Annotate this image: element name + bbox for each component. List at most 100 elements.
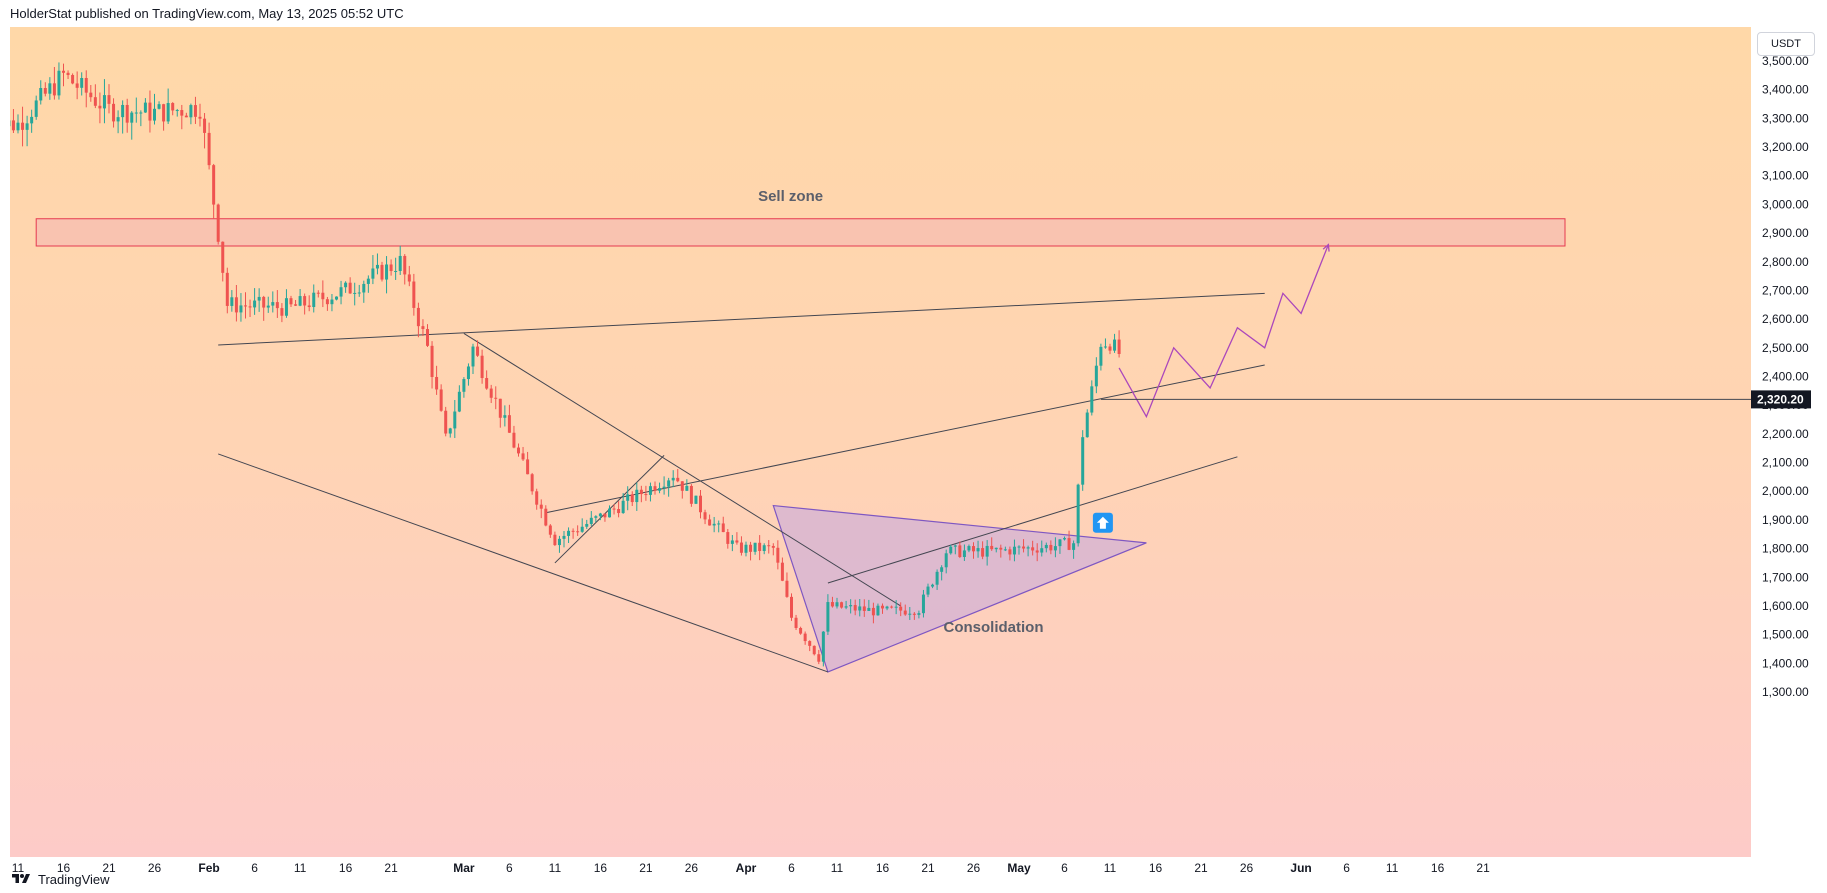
candle-body bbox=[585, 523, 589, 527]
candle-body bbox=[526, 459, 530, 475]
candle-body bbox=[198, 116, 202, 119]
candle-body bbox=[153, 108, 156, 121]
candle-body bbox=[530, 474, 534, 492]
candle-body bbox=[1099, 346, 1103, 366]
candle-body bbox=[826, 602, 830, 632]
candle-body bbox=[762, 545, 766, 551]
candle-body bbox=[30, 116, 34, 124]
price-axis[interactable]: 3,500.00 3,400.00 3,300.00 3,200.00 3,100.00… bbox=[1751, 27, 1827, 857]
candle-body bbox=[844, 606, 848, 608]
candle-body bbox=[435, 376, 439, 390]
price-tick-label: 3,100.00 bbox=[1762, 169, 1809, 183]
trendline bbox=[545, 364, 1265, 514]
candle-body bbox=[316, 292, 320, 294]
candle-body bbox=[849, 605, 853, 607]
candle-body bbox=[744, 544, 748, 553]
candle-body bbox=[325, 299, 329, 305]
candle-body bbox=[912, 613, 916, 615]
time-tick-label: 16 bbox=[1431, 861, 1445, 875]
candle-body bbox=[699, 495, 702, 513]
time-axis[interactable]: 11 16 21 26 Feb 6 11 16 21 Mar 6 11 16 21 26 Apr 6 11 16 21… bbox=[10, 857, 1751, 879]
time-tick-label: 16 bbox=[1149, 861, 1163, 875]
candle-body bbox=[985, 545, 989, 557]
candle-body bbox=[148, 102, 152, 121]
candle-body bbox=[1072, 543, 1076, 550]
candle-body bbox=[1040, 548, 1044, 553]
candle-body bbox=[1103, 346, 1107, 348]
candle-body bbox=[894, 606, 898, 608]
candle-body bbox=[321, 292, 325, 300]
candle-body bbox=[62, 70, 65, 73]
candle-body bbox=[972, 546, 975, 552]
candle-body bbox=[375, 264, 379, 269]
candle-body bbox=[221, 241, 225, 273]
candle-body bbox=[685, 485, 689, 491]
candle-body bbox=[803, 633, 807, 642]
candle-body bbox=[421, 326, 425, 330]
candle-body bbox=[189, 105, 193, 118]
candle-body bbox=[735, 540, 739, 543]
price-tick-label: 1,600.00 bbox=[1762, 599, 1809, 613]
candle-body bbox=[162, 104, 166, 122]
candle-body bbox=[471, 346, 475, 367]
time-tick-label: 21 bbox=[1194, 861, 1208, 875]
time-tick-label: 26 bbox=[148, 861, 162, 875]
price-tick-label: 2,500.00 bbox=[1762, 341, 1809, 355]
time-tick-label: 21 bbox=[1476, 861, 1490, 875]
candle-body bbox=[93, 97, 97, 106]
candle-body bbox=[312, 292, 316, 308]
candle-body bbox=[717, 523, 721, 525]
candle-body bbox=[426, 329, 429, 346]
candle-body bbox=[881, 605, 884, 609]
candle-body bbox=[921, 594, 925, 614]
footer[interactable]: TradingView bbox=[10, 866, 110, 892]
candle-body bbox=[767, 545, 771, 547]
candle-body bbox=[926, 586, 930, 595]
candle-body bbox=[517, 447, 520, 454]
candle-body bbox=[899, 606, 903, 611]
candle-body bbox=[43, 88, 47, 94]
candle-body bbox=[812, 645, 816, 655]
price-tick-label: 2,100.00 bbox=[1762, 456, 1809, 470]
candle-body bbox=[25, 123, 29, 130]
price-tick-label: 1,300.00 bbox=[1762, 685, 1809, 699]
candle-body bbox=[430, 345, 434, 377]
candle-body bbox=[294, 304, 298, 306]
candle-body bbox=[180, 110, 184, 116]
currency-label[interactable]: USDT bbox=[1757, 32, 1815, 56]
candle-body bbox=[949, 546, 953, 554]
time-tick-label: 16 bbox=[876, 861, 890, 875]
candle-body bbox=[398, 255, 402, 271]
time-tick-label: 21 bbox=[102, 861, 116, 875]
candle-body bbox=[480, 355, 484, 379]
candle-body bbox=[981, 548, 985, 557]
candle-body bbox=[11, 120, 15, 131]
price-tick-label: 2,400.00 bbox=[1762, 370, 1809, 384]
candle-body bbox=[835, 602, 839, 607]
candle-body bbox=[749, 544, 753, 552]
candle-body bbox=[80, 78, 84, 88]
candle-body bbox=[999, 547, 1003, 550]
arrow-up-glyph bbox=[1096, 516, 1109, 529]
candle-body bbox=[121, 104, 125, 118]
candle-body bbox=[184, 115, 188, 118]
candle-body bbox=[143, 102, 147, 113]
candle-body bbox=[712, 523, 716, 526]
candle-body bbox=[335, 296, 338, 300]
current-price-badge bbox=[1751, 390, 1811, 409]
price-chart[interactable]: Sell zone Consolidation bbox=[10, 27, 1751, 857]
candle-body bbox=[1076, 484, 1080, 544]
price-tick-label: 2,700.00 bbox=[1762, 283, 1809, 297]
candle-body bbox=[1008, 549, 1012, 555]
candle-body bbox=[362, 283, 366, 293]
candle-body bbox=[994, 547, 998, 550]
chart-pane[interactable]: Sell zone Consolidation bbox=[10, 27, 1751, 857]
candle-body bbox=[967, 546, 971, 551]
price-tick-label: 3,200.00 bbox=[1762, 140, 1809, 154]
candle-body bbox=[976, 548, 980, 552]
candle-body bbox=[962, 550, 966, 557]
time-tick-label: 26 bbox=[967, 861, 981, 875]
candle-body bbox=[730, 540, 734, 544]
candle-body bbox=[739, 542, 743, 553]
candle-body bbox=[794, 617, 798, 628]
